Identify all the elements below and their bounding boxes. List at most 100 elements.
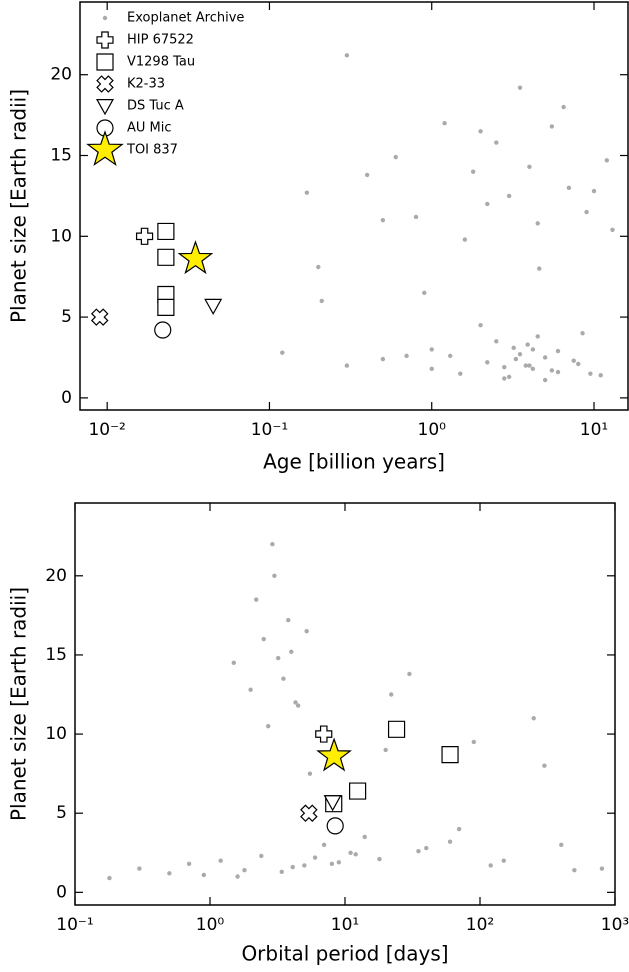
data-point <box>478 322 483 328</box>
data-point <box>242 867 247 873</box>
data-point <box>527 164 532 170</box>
panel: 10⁻¹ 10⁰ 10¹ 10² 10³ 0 5 10 15 20 Orbital period [… <box>7 502 629 966</box>
data-point <box>441 746 459 764</box>
data-point <box>344 53 350 58</box>
y-tick-label: 15 <box>50 146 72 166</box>
y-tick-label: 0 <box>56 882 67 902</box>
data-point <box>530 347 536 352</box>
data-point <box>286 617 291 623</box>
data-point <box>167 871 172 876</box>
data-point <box>280 350 285 355</box>
data-point <box>404 353 409 359</box>
data-point <box>248 687 253 692</box>
data-point <box>380 356 386 362</box>
data-point <box>348 850 353 855</box>
data-point <box>542 355 548 360</box>
data-point <box>598 373 603 378</box>
legend-label: HIP 67522 <box>127 33 194 48</box>
data-point <box>295 703 301 708</box>
data-point <box>323 795 342 812</box>
data-point <box>316 264 321 270</box>
y-tick-label: 15 <box>45 645 67 665</box>
data-point <box>135 227 154 245</box>
data-point <box>542 763 547 768</box>
data-point <box>387 720 406 738</box>
legend-label: V1298 Tau <box>127 55 195 70</box>
data-point <box>502 376 507 381</box>
x-tick-label: 10² <box>466 915 494 935</box>
data-point <box>137 866 142 871</box>
data-point <box>316 737 352 772</box>
legend-label: Exoplanet Archive <box>127 11 244 26</box>
data-point <box>555 348 561 354</box>
data-point <box>290 864 295 870</box>
data-point <box>349 782 367 800</box>
data-point <box>377 856 382 862</box>
data-point <box>344 363 350 368</box>
data-point <box>599 866 605 871</box>
plot-frame <box>74 502 616 906</box>
data-point <box>572 867 577 873</box>
y-tick-label: 20 <box>45 566 67 586</box>
data-point <box>380 217 386 223</box>
data-point <box>272 573 277 579</box>
data-point <box>261 636 266 642</box>
data-point <box>235 874 240 879</box>
data-point <box>535 221 540 226</box>
data-point <box>610 227 615 233</box>
data-point <box>513 356 519 362</box>
data-point <box>511 345 516 350</box>
data-point <box>561 104 566 110</box>
legend-label: TOI 837 <box>126 143 178 158</box>
data-point <box>537 266 542 271</box>
data-point <box>559 842 564 848</box>
data-point <box>506 374 512 380</box>
x-axis-label: Orbital period [days] <box>241 942 448 966</box>
legend-marker <box>102 15 108 21</box>
plot-frame <box>79 1 629 411</box>
data-point <box>90 308 109 326</box>
legend-marker <box>96 53 114 71</box>
data-point <box>329 861 335 867</box>
data-point <box>321 842 327 848</box>
data-point <box>456 826 462 832</box>
data-point <box>157 298 175 316</box>
data-point <box>494 339 499 344</box>
x-axis-label: Age [billion years] <box>263 450 445 474</box>
x-tick-label: 10⁻² <box>88 420 125 440</box>
legend-marker <box>86 130 124 167</box>
data-point <box>319 298 324 304</box>
data-point <box>231 660 236 666</box>
data-point <box>413 214 419 220</box>
data-point <box>494 140 499 145</box>
x-tick-label: 10¹ <box>580 420 608 440</box>
data-point <box>336 860 342 865</box>
data-point <box>307 771 313 776</box>
y-tick-label: 20 <box>50 65 72 85</box>
data-point <box>353 852 358 857</box>
data-point <box>254 597 259 602</box>
data-point <box>304 628 309 634</box>
x-tick-label: 10⁰ <box>418 420 447 440</box>
data-point <box>571 358 576 363</box>
data-point <box>580 331 585 336</box>
data-point <box>157 222 175 241</box>
data-point <box>604 158 610 163</box>
data-point <box>364 172 370 178</box>
data-point <box>266 723 271 729</box>
data-point <box>326 817 344 835</box>
y-axis-label: Planet size [Earth radii] <box>7 89 31 323</box>
x-tick-label: 10¹ <box>331 915 359 935</box>
y-tick-label: 10 <box>45 724 67 744</box>
data-point <box>591 188 597 194</box>
data-point <box>424 845 429 851</box>
y-tick-label: 0 <box>61 388 72 408</box>
data-point <box>576 361 581 367</box>
data-point <box>442 120 447 126</box>
legend-label: K2-33 <box>127 77 165 92</box>
data-point <box>549 124 555 129</box>
legend-marker <box>96 75 114 93</box>
data-point <box>186 861 192 867</box>
